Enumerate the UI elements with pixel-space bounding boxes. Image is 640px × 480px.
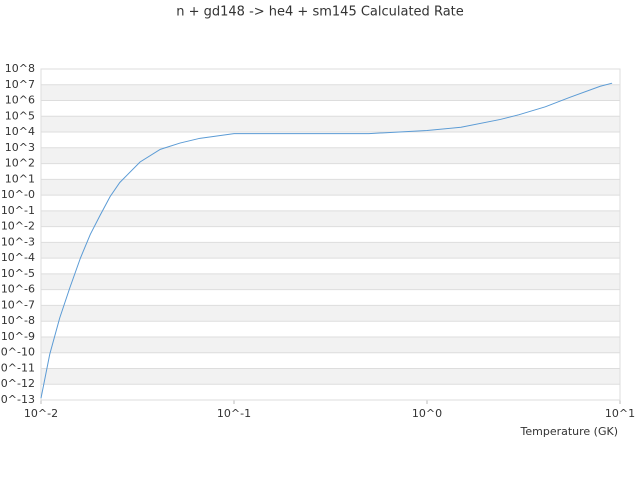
grid-band [41, 368, 620, 385]
y-tick-label: 10^7 [5, 78, 35, 91]
grid-band [41, 116, 620, 133]
grid-band [41, 242, 620, 259]
x-tick-label: 10^-1 [217, 407, 251, 420]
grid-band [41, 210, 620, 227]
y-tick-label: 10^-7 [1, 298, 35, 311]
y-tick-label: 10^-0 [1, 188, 35, 201]
plot-frame [40, 68, 621, 401]
y-tick-label: 10^1 [5, 172, 35, 185]
grid-band [41, 305, 620, 322]
y-tick-label: 10^-2 [1, 220, 35, 233]
y-tick-label: 10^8 [5, 62, 35, 75]
grid-band [41, 147, 620, 164]
grid-band [41, 84, 620, 101]
y-tick-label: 10^-12 [0, 377, 35, 390]
data-line [40, 82, 613, 399]
y-tick-label: 10^-5 [1, 267, 35, 280]
y-tick-label: 10^-4 [1, 251, 35, 264]
x-tick-label: 10^1 [605, 407, 635, 420]
y-tick-label: 10^-1 [1, 204, 35, 217]
y-tick-label: 10^-10 [0, 346, 35, 359]
y-tick-label: 10^-3 [1, 235, 35, 248]
grid-band [41, 273, 620, 290]
y-tick-label: 10^-9 [1, 330, 35, 343]
y-tick-label: 10^5 [5, 109, 35, 122]
x-tick-label: 10^-2 [24, 407, 58, 420]
x-axis-label: Temperature (GK) [520, 425, 619, 438]
grid-band [41, 179, 620, 196]
y-tick-label: 10^4 [5, 125, 35, 138]
y-tick-label: 10^-13 [0, 393, 35, 406]
y-tick-label: 10^2 [5, 157, 35, 170]
grid-band [41, 336, 620, 353]
y-tick-label: 10^3 [5, 141, 35, 154]
y-tick-label: 10^6 [5, 94, 35, 107]
y-tick-label: 10^-6 [1, 283, 35, 296]
x-tick-label: 10^0 [412, 407, 442, 420]
chart-title: n + gd148 -> he4 + sm145 Calculated Rate [176, 5, 464, 20]
y-tick-label: 10^-11 [0, 361, 35, 374]
y-tick-label: 10^-8 [1, 314, 35, 327]
